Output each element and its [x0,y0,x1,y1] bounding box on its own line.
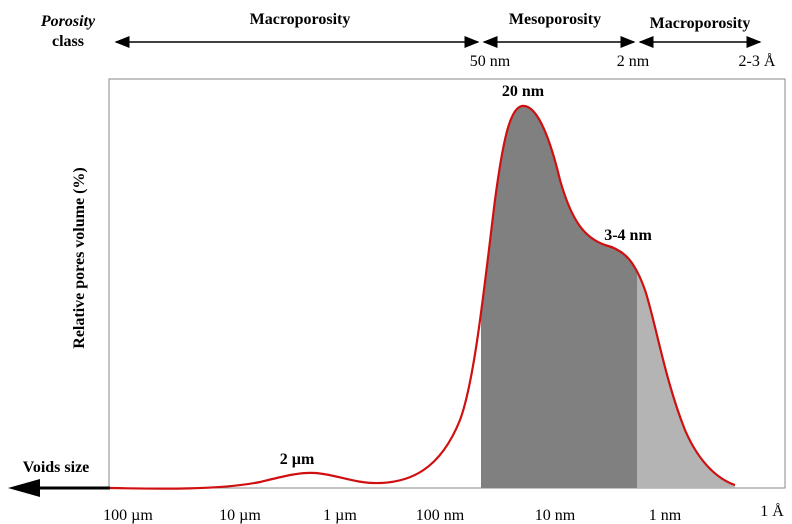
x-tick-label: 10 nm [535,507,576,524]
annotation: 2 µm [280,451,315,468]
x-tick-label: 1 Å [760,502,784,520]
x-ticks: 100 µm 10 µm 1 µm 100 nm 10 nm 1 nm 1 Å [103,502,784,524]
shading [481,105,735,489]
x-tick-label: 1 µm [323,507,357,524]
header: Porosity class Macroporosity Mesoporosit… [40,11,776,70]
x-tick-label: 1 nm [649,507,682,524]
x-tick-label: 100 µm [103,507,153,524]
porosity-class: class [52,33,84,50]
x-tick-label: 10 µm [219,507,261,524]
plot-frame [108,78,786,489]
annotation: 20 nm [502,83,545,100]
class-label: Macroporosity [250,11,351,28]
x-axis-name: Voids size [23,459,90,476]
axis-arrowhead [8,479,40,497]
annotation: 3-4 nm [604,227,652,244]
boundary: 2 nm [617,53,650,70]
distribution-curve [109,104,736,490]
porosity-class: Porosity [40,13,96,30]
class-label: Mesoporosity [509,11,601,28]
x-tick-label: 100 nm [416,507,465,524]
boundary: 2-3 Å [739,52,776,70]
y-axis-label: Relative pores volume (%) [71,167,88,348]
class-label: Macroporosity [650,15,751,32]
boundary: 50 nm [470,53,511,70]
